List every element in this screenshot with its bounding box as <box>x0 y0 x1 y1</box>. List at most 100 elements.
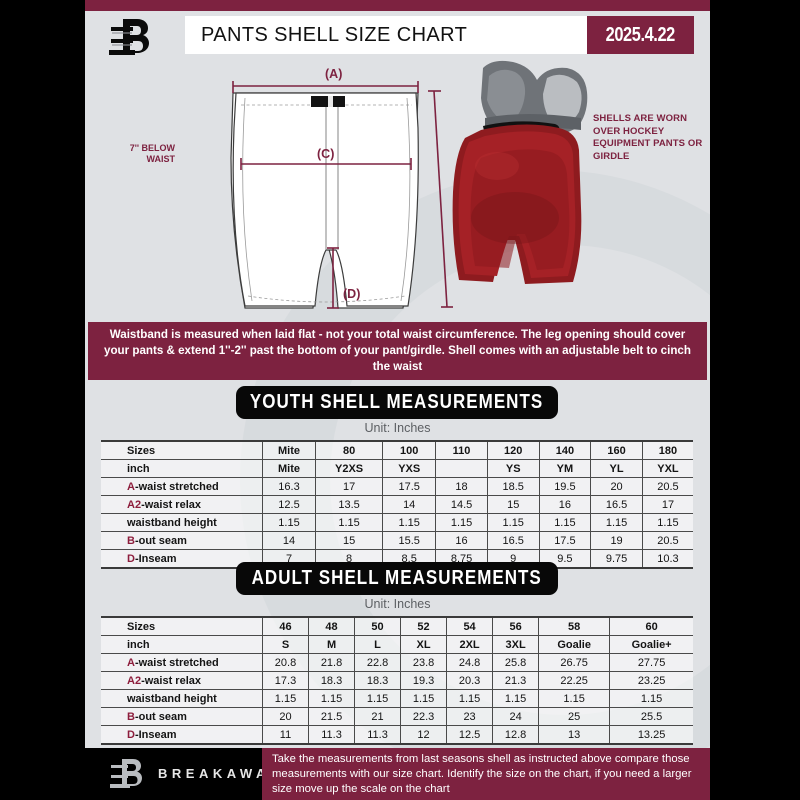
table-cell: 13.5 <box>315 495 384 514</box>
table-cell: 80 <box>315 440 384 460</box>
table-cell: 50 <box>354 616 402 636</box>
table-cell: 17 <box>641 495 693 514</box>
row-label: B-out seam <box>101 707 263 726</box>
table-cell: 21 <box>354 707 402 726</box>
adult-unit-label: Unit: Inches <box>364 597 431 611</box>
table-cell: 1.15 <box>354 689 402 708</box>
table-cell: 19.3 <box>400 671 448 690</box>
table-cell: 17.3 <box>261 671 310 690</box>
table-cell: 14 <box>382 495 437 514</box>
adult-section-title: ADULT SHELL MEASUREMENTS <box>251 567 543 589</box>
table-cell: 46 <box>261 616 310 636</box>
row-label: waistband height <box>101 513 263 532</box>
table-cell: 12.5 <box>446 725 494 745</box>
table-cell: 1.15 <box>609 689 693 708</box>
row-label: A2-waist relax <box>101 671 263 690</box>
row-label-letter: D <box>127 728 135 741</box>
date-badge: 2025.4.22 <box>587 16 694 54</box>
label-a: (A) <box>325 67 342 81</box>
table-cell: 60 <box>609 616 693 636</box>
table-cell: 120 <box>486 440 540 460</box>
table-cell: 14.5 <box>435 495 488 514</box>
table-cell: 20.5 <box>641 531 693 550</box>
table-row: B-out seam 14 15 15.5 16 16.5 17.5 19 20.5 <box>101 531 693 550</box>
table-cell: 1.15 <box>382 513 437 532</box>
table-cell: 12.5 <box>261 495 317 514</box>
table-cell: 18.3 <box>354 671 402 690</box>
row-label: Sizes <box>101 440 263 460</box>
footer-breakaway-logo-icon <box>108 756 148 792</box>
row-label: B-out seam <box>101 531 263 550</box>
row-label-letter: B <box>127 534 135 547</box>
table-cell: 1.15 <box>308 689 356 708</box>
row-label: D-Inseam <box>101 725 263 745</box>
table-cell: 54 <box>446 616 494 636</box>
adult-section-title-pill: ADULT SHELL MEASUREMENTS <box>236 562 558 595</box>
table-row: waistband height 1.15 1.15 1.15 1.15 1.15 1.15… <box>101 513 693 532</box>
table-cell: 1.15 <box>590 513 643 532</box>
table-cell: 21.8 <box>308 653 356 672</box>
table-cell: S <box>261 635 310 654</box>
table-row: A-waist stretched 20.8 21.8 22.8 23.8 24.8 25.… <box>101 653 693 672</box>
row-label-letter: A <box>127 656 135 669</box>
table-cell: 18.3 <box>308 671 356 690</box>
table-cell: Mite <box>261 459 317 478</box>
table-cell: 13 <box>538 725 611 745</box>
table-cell: 52 <box>400 616 448 636</box>
table-cell: 1.15 <box>435 513 488 532</box>
table-cell: YS <box>486 459 540 478</box>
table-cell: M <box>308 635 356 654</box>
table-cell: 17.5 <box>382 477 437 496</box>
row-label: inch <box>101 459 263 478</box>
breakaway-b-logo-icon <box>107 15 155 61</box>
table-row: A2-waist relax 12.5 13.5 14 14.5 15 16 16.5 17 <box>101 495 693 514</box>
row-label: A2-waist relax <box>101 495 263 514</box>
page-footer: BREAKAWAY Take the measurements from las… <box>0 748 800 800</box>
table-row: Sizes 46 48 50 52 54 56 58 60 <box>101 616 693 636</box>
below-waist-label: 7'' BELOW WAIST <box>100 143 175 165</box>
below-waist-line1: 7'' BELOW <box>129 143 175 153</box>
table-row: inch Mite Y2XS YXS YS YM YL YXL <box>101 459 693 478</box>
table-row: Sizes Mite 80 100 110 120 140 160 180 <box>101 440 693 460</box>
table-cell: 3XL <box>492 635 540 654</box>
table-cell: 20 <box>261 707 310 726</box>
banner-text: Waistband is measured when laid flat - n… <box>104 328 691 373</box>
table-cell: XL <box>400 635 448 654</box>
table-cell: 1.15 <box>400 689 448 708</box>
footer-instructions-text: Take the measurements from last seasons … <box>272 752 692 795</box>
table-cell: 18.5 <box>486 477 540 496</box>
table-cell: 160 <box>590 440 643 460</box>
table-cell: 1.15 <box>446 689 494 708</box>
table-cell: L <box>354 635 402 654</box>
table-cell: 14 <box>261 531 317 550</box>
page-title: PANTS SHELL SIZE CHART <box>201 23 468 46</box>
youth-section-title-pill: YOUTH SHELL MEASUREMENTS <box>236 386 558 419</box>
table-cell: 20.8 <box>261 653 310 672</box>
row-label-letter: B <box>127 710 135 723</box>
table-cell: Mite <box>261 440 317 460</box>
row-label: D-Inseam <box>101 549 263 569</box>
table-cell: YXS <box>382 459 437 478</box>
table-cell: 23 <box>446 707 494 726</box>
table-cell: 24 <box>492 707 540 726</box>
youth-unit-label: Unit: Inches <box>364 421 431 435</box>
table-row: A2-waist relax 17.3 18.3 18.3 19.3 20.3 21.3 22… <box>101 671 693 690</box>
table-cell: 16.3 <box>261 477 317 496</box>
chart-sheet: PANTS SHELL SIZE CHART 2025.4.22 <box>85 0 710 800</box>
table-cell: 1.15 <box>315 513 384 532</box>
table-cell: YM <box>538 459 592 478</box>
table-cell: 18 <box>435 477 488 496</box>
measurement-diagram: (A) (B) (C) (D) <box>85 58 710 316</box>
table-cell: 1.15 <box>641 513 693 532</box>
table-cell: 20 <box>590 477 643 496</box>
table-cell: 100 <box>382 440 437 460</box>
row-label: A-waist stretched <box>101 477 263 496</box>
table-cell: 1.15 <box>492 689 540 708</box>
photo-note: SHELLS ARE WORN OVER HOCKEY EQUIPMENT PA… <box>593 113 703 162</box>
date-text: 2025.4.22 <box>605 23 676 46</box>
table-cell: 16 <box>538 495 592 514</box>
shell-technical-drawing: (A) (B) (C) (D) <box>230 60 588 309</box>
table-cell: 21.5 <box>308 707 356 726</box>
table-cell: 1.15 <box>538 513 592 532</box>
